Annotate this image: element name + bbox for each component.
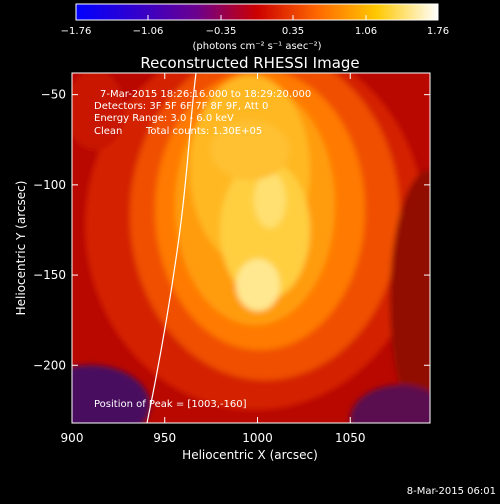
- x-tick-label: 900: [61, 431, 84, 445]
- annotation-counts: Total counts: 1.30E+05: [145, 126, 262, 137]
- x-tick-label: 1000: [242, 431, 273, 445]
- colorbar-tick-label: −1.76: [61, 26, 92, 37]
- y-tick-label: −50: [41, 88, 66, 102]
- x-tick-label: 950: [153, 431, 176, 445]
- colorbar-gradient: [75, 3, 439, 21]
- y-axis-ticks: −50 −100 −150 −200: [33, 88, 430, 372]
- y-tick-label: −200: [33, 358, 66, 372]
- annotation-time-range: 7-Mar-2015 18:26:16.000 to 18:29:20.000: [100, 89, 311, 100]
- y-axis-label: Heliocentric Y (arcsec): [14, 181, 28, 316]
- heatmap-image: [72, 73, 430, 423]
- annotation-energy: Energy Range: 3.0 - 6.0 keV: [94, 113, 234, 124]
- colorbar-tick-label: 1.06: [355, 26, 377, 37]
- solar-limb-line: [146, 73, 197, 423]
- chart-title: Reconstructed RHESSI Image: [140, 54, 359, 72]
- colorbar-tick-label: −1.06: [133, 26, 164, 37]
- x-axis-label: Heliocentric X (arcsec): [182, 448, 318, 462]
- annotation-method: Clean: [94, 126, 122, 137]
- colorbar: −1.76 −1.06 −0.35 0.35 1.06 1.76 (photons cm⁻…: [61, 3, 449, 52]
- x-tick-label: 1050: [335, 431, 366, 445]
- colorbar-tick-label: 1.76: [427, 26, 449, 37]
- footer-timestamp: 8-Mar-2015 06:01: [407, 486, 496, 497]
- annotation-detectors: Detectors: 3F 5F 6F 7F 8F 9F, Att 0: [94, 101, 268, 112]
- heatmap-plot: [72, 73, 430, 423]
- x-axis-ticks: 900 950 1000 1050: [61, 73, 366, 445]
- colorbar-ticks: −1.76 −1.06 −0.35 0.35 1.06 1.76: [61, 15, 449, 37]
- plot-frame: [71, 72, 431, 424]
- colorbar-units: (photons cm⁻² s⁻¹ asec⁻²): [192, 41, 321, 52]
- colorbar-tick-label: −0.35: [206, 26, 237, 37]
- y-tick-label: −150: [33, 268, 66, 282]
- colorbar-tick-label: 0.35: [282, 26, 304, 37]
- y-tick-label: −100: [33, 178, 66, 192]
- annotation-peak: Position of Peak = [1003,-160]: [94, 399, 247, 410]
